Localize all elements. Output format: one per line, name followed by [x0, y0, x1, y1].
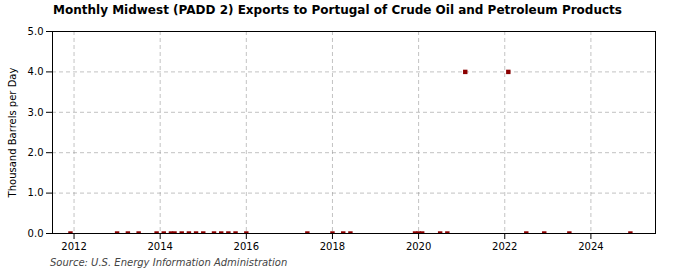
- html-text:Source: U.S. Energy Informatio: Source: U.S. Energy Information Administ…: [50, 257, 288, 268]
- svg-text:3.0: 3.0: [28, 107, 44, 118]
- svg-text:2022: 2022: [492, 241, 517, 252]
- svg-text:2.0: 2.0: [28, 147, 44, 158]
- svg-text:2020: 2020: [406, 241, 431, 252]
- svg-text:4.0: 4.0: [28, 66, 44, 77]
- svg-text:2016: 2016: [234, 241, 259, 252]
- svg-text:Thousand Barrels per Day: Thousand Barrels per Day: [7, 68, 18, 199]
- svg-text:0.0: 0.0: [28, 228, 44, 239]
- svg-text:2012: 2012: [61, 241, 86, 252]
- svg-text:2018: 2018: [320, 241, 345, 252]
- html-text:Monthly Midwest (PADD 2) Expor: Monthly Midwest (PADD 2) Exports to Port…: [53, 3, 622, 17]
- svg-text:5.0: 5.0: [28, 26, 44, 37]
- svg-text:1.0: 1.0: [28, 187, 44, 198]
- svg-text:2014: 2014: [147, 241, 172, 252]
- svg-text:2024: 2024: [578, 241, 603, 252]
